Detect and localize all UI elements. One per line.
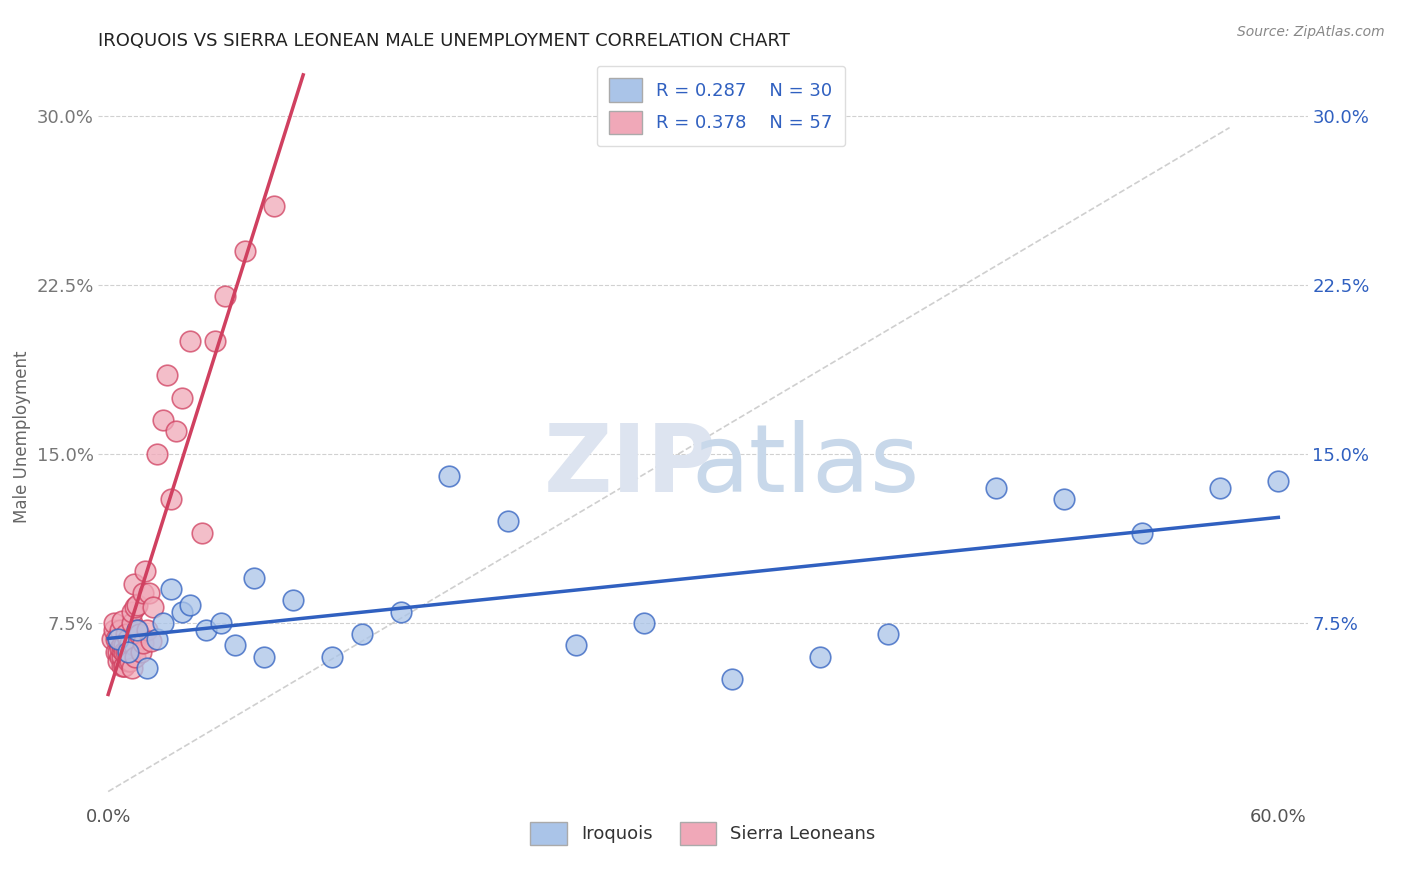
Point xyxy=(139,633,162,648)
Point xyxy=(159,582,181,596)
Point xyxy=(194,623,217,637)
Point xyxy=(131,645,153,659)
Point xyxy=(107,632,129,646)
Point xyxy=(107,654,129,668)
Point xyxy=(108,623,131,637)
Point xyxy=(808,649,831,664)
Point xyxy=(111,649,134,664)
Point xyxy=(104,632,127,646)
Point xyxy=(156,368,179,383)
Point xyxy=(111,638,134,652)
Point xyxy=(127,598,149,612)
Point xyxy=(142,599,165,614)
Point xyxy=(108,649,131,664)
Y-axis label: Male Unemployment: Male Unemployment xyxy=(13,351,31,524)
Point xyxy=(121,615,143,630)
Point xyxy=(146,447,169,461)
Point xyxy=(191,525,214,540)
Point xyxy=(118,654,141,668)
Point xyxy=(122,577,145,591)
Point xyxy=(121,661,143,675)
Point xyxy=(877,627,900,641)
Point xyxy=(117,654,139,668)
Point xyxy=(721,672,744,686)
Point xyxy=(124,649,146,664)
Point xyxy=(112,645,135,659)
Point xyxy=(321,649,343,664)
Point xyxy=(107,632,129,646)
Point xyxy=(134,564,156,578)
Point xyxy=(104,645,127,659)
Point xyxy=(1053,491,1076,506)
Point xyxy=(204,334,226,349)
Point xyxy=(243,571,266,585)
Point xyxy=(146,632,169,646)
Point xyxy=(118,636,141,650)
Point xyxy=(152,413,174,427)
Point xyxy=(214,289,236,303)
Point xyxy=(117,645,139,659)
Point xyxy=(172,605,194,619)
Point xyxy=(112,658,135,673)
Point xyxy=(224,638,246,652)
Point xyxy=(253,649,276,664)
Point xyxy=(179,334,201,349)
Point xyxy=(121,605,143,619)
Point xyxy=(389,605,412,619)
Point xyxy=(283,593,305,607)
Point xyxy=(117,645,139,659)
Point xyxy=(439,469,461,483)
Point xyxy=(136,661,159,675)
Point xyxy=(111,642,134,657)
Point xyxy=(136,623,159,637)
Point xyxy=(103,623,125,637)
Point xyxy=(132,636,155,650)
Text: IROQUOIS VS SIERRA LEONEAN MALE UNEMPLOYMENT CORRELATION CHART: IROQUOIS VS SIERRA LEONEAN MALE UNEMPLOY… xyxy=(98,32,790,50)
Point xyxy=(984,481,1007,495)
Point xyxy=(152,615,174,630)
Point xyxy=(132,586,155,600)
Point xyxy=(117,632,139,646)
Point xyxy=(124,599,146,614)
Point xyxy=(496,515,519,529)
Point xyxy=(1130,525,1153,540)
Point xyxy=(1267,474,1289,488)
Point xyxy=(114,645,136,659)
Point xyxy=(127,623,149,637)
Point xyxy=(127,623,149,637)
Text: atlas: atlas xyxy=(692,420,920,512)
Point xyxy=(209,615,232,630)
Point xyxy=(350,627,373,641)
Text: ZIP: ZIP xyxy=(544,420,717,512)
Point xyxy=(1209,481,1232,495)
Point xyxy=(103,615,125,630)
Point xyxy=(179,598,201,612)
Point xyxy=(107,645,129,659)
Point xyxy=(233,244,256,259)
Point xyxy=(112,638,135,652)
Point xyxy=(263,199,285,213)
Point xyxy=(122,638,145,652)
Point xyxy=(165,425,187,439)
Point xyxy=(114,627,136,641)
Point xyxy=(172,391,194,405)
Point xyxy=(138,586,160,600)
Point xyxy=(111,658,134,673)
Point xyxy=(101,632,124,646)
Text: Source: ZipAtlas.com: Source: ZipAtlas.com xyxy=(1237,25,1385,39)
Legend: Iroquois, Sierra Leoneans: Iroquois, Sierra Leoneans xyxy=(523,814,883,852)
Point xyxy=(565,638,588,652)
Point xyxy=(633,615,655,630)
Point xyxy=(112,658,135,673)
Point xyxy=(111,614,134,628)
Point xyxy=(128,627,150,641)
Point xyxy=(108,640,131,655)
Point xyxy=(159,491,181,506)
